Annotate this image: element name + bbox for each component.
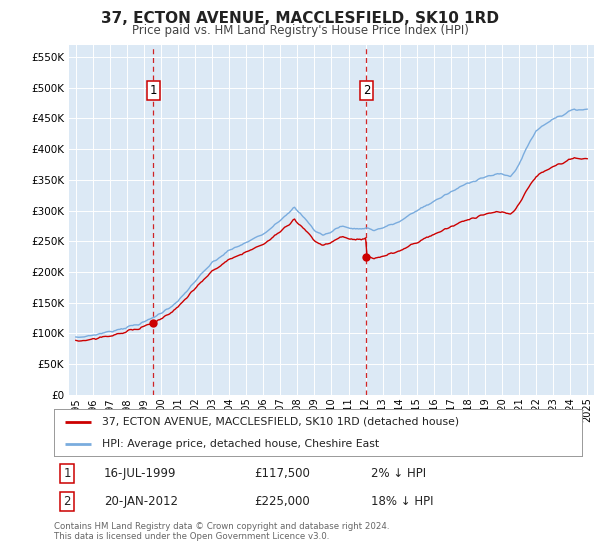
- Text: 18% ↓ HPI: 18% ↓ HPI: [371, 495, 433, 508]
- Text: 2: 2: [362, 85, 370, 97]
- Text: HPI: Average price, detached house, Cheshire East: HPI: Average price, detached house, Ches…: [101, 438, 379, 449]
- Text: 37, ECTON AVENUE, MACCLESFIELD, SK10 1RD (detached house): 37, ECTON AVENUE, MACCLESFIELD, SK10 1RD…: [101, 417, 458, 427]
- Text: Contains HM Land Registry data © Crown copyright and database right 2024.
This d: Contains HM Land Registry data © Crown c…: [54, 522, 389, 542]
- Text: 1: 1: [149, 85, 157, 97]
- Text: Price paid vs. HM Land Registry's House Price Index (HPI): Price paid vs. HM Land Registry's House …: [131, 24, 469, 36]
- Text: 20-JAN-2012: 20-JAN-2012: [104, 495, 178, 508]
- Text: 2% ↓ HPI: 2% ↓ HPI: [371, 468, 426, 480]
- Text: £117,500: £117,500: [254, 468, 311, 480]
- Text: 2: 2: [64, 495, 71, 508]
- Text: £225,000: £225,000: [254, 495, 310, 508]
- Text: 1: 1: [64, 468, 71, 480]
- Text: 16-JUL-1999: 16-JUL-1999: [104, 468, 176, 480]
- Text: 37, ECTON AVENUE, MACCLESFIELD, SK10 1RD: 37, ECTON AVENUE, MACCLESFIELD, SK10 1RD: [101, 11, 499, 26]
